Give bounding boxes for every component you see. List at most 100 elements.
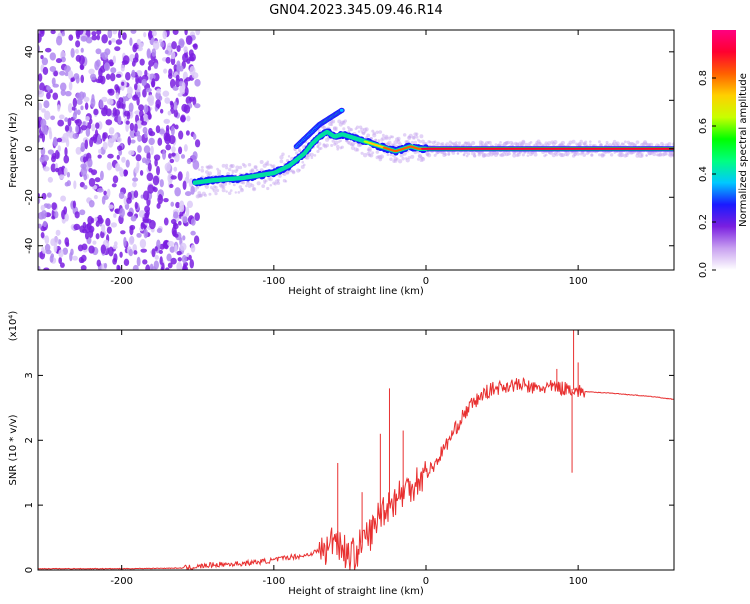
- noise-point: [167, 240, 174, 247]
- noise-point: [131, 69, 136, 78]
- ridge-halo-point: [379, 154, 385, 159]
- ridge-halo-point: [351, 143, 355, 147]
- noise-point: [114, 46, 121, 52]
- noise-point: [106, 161, 112, 171]
- ridge-halo-point: [582, 153, 587, 157]
- noise-point: [156, 203, 161, 209]
- spectrogram-y-tick-label: 20: [24, 94, 35, 107]
- noise-point: [120, 230, 126, 235]
- noise-point: [56, 137, 63, 143]
- ridge-halo-point: [579, 139, 583, 144]
- ridge-halo-point: [216, 172, 222, 177]
- noise-point: [64, 65, 71, 73]
- noise-point: [147, 94, 155, 104]
- ridge-halo-point: [278, 174, 282, 178]
- noise-point: [63, 206, 68, 215]
- noise-point: [88, 177, 96, 187]
- noise-point: [119, 251, 123, 258]
- noise-point: [170, 51, 176, 60]
- noise-point: [169, 158, 175, 164]
- noise-point: [145, 87, 152, 93]
- noise-point: [51, 77, 56, 86]
- noise-point: [46, 91, 51, 100]
- ridge-halo-point: [410, 140, 415, 145]
- ridge-halo-point: [448, 144, 452, 147]
- noise-point: [59, 82, 67, 91]
- ridge-halo-point: [316, 149, 320, 153]
- noise-point: [57, 104, 61, 112]
- noise-point: [148, 60, 154, 67]
- noise-point: [139, 238, 147, 249]
- noise-point: [121, 156, 126, 163]
- ridge-halo-point: [269, 183, 273, 187]
- noise-point: [118, 97, 124, 104]
- ridge-halo-point: [494, 143, 498, 147]
- noise-point: [91, 123, 96, 132]
- ridge-halo-point: [266, 162, 270, 166]
- snr-x-label: Height of straight line (km): [288, 586, 424, 597]
- noise-point: [170, 257, 177, 265]
- noise-point: [139, 42, 144, 48]
- noise-point: [105, 73, 111, 80]
- noise-point: [185, 96, 192, 105]
- ridge-halo-point: [623, 140, 627, 144]
- ridge-halo-point: [473, 154, 477, 158]
- noise-point: [49, 52, 56, 61]
- noise-point: [40, 55, 44, 60]
- noise-point: [47, 176, 54, 183]
- snr-series-line: [38, 377, 674, 570]
- noise-point: [168, 68, 173, 76]
- spectrogram-y-tick-label: 0: [24, 146, 35, 152]
- noise-point: [95, 48, 102, 55]
- ridge-halo-point: [196, 186, 200, 190]
- ridge-halo-point: [198, 193, 203, 198]
- colorbar-tick-label: 0.2: [698, 214, 709, 230]
- noise-point: [91, 93, 95, 103]
- ridge-halo-point: [264, 179, 268, 183]
- noise-point: [125, 122, 129, 132]
- noise-point: [132, 181, 137, 188]
- noise-point: [119, 208, 125, 218]
- noise-point: [46, 203, 52, 210]
- ridge-halo-point: [203, 193, 207, 197]
- noise-point: [132, 243, 137, 253]
- noise-point: [108, 61, 114, 66]
- ridge-halo-point: [228, 182, 231, 185]
- noise-point: [85, 116, 90, 122]
- noise-point: [115, 92, 119, 100]
- ridge-halo-point: [471, 141, 476, 146]
- noise-point: [114, 208, 119, 213]
- noise-point: [147, 184, 155, 194]
- ridge-halo-point: [597, 153, 601, 157]
- noise-point: [181, 265, 189, 270]
- noise-point: [172, 30, 179, 36]
- ridge-halo-point: [355, 125, 360, 129]
- noise-point: [117, 145, 123, 151]
- ridge-halo-point: [458, 143, 461, 147]
- ridge-halo-point: [228, 167, 232, 172]
- noise-point: [82, 156, 87, 163]
- ridge-halo-point: [357, 130, 361, 133]
- noise-point: [76, 92, 82, 100]
- noise-point: [117, 265, 121, 270]
- noise-point: [110, 38, 116, 43]
- noise-point: [145, 264, 151, 270]
- noise-point: [70, 47, 75, 58]
- ridge-halo-point: [567, 151, 571, 155]
- ridge-halo-point: [378, 130, 383, 134]
- ridge-halo-point: [284, 180, 288, 183]
- noise-point: [167, 110, 172, 116]
- noise-point: [50, 115, 56, 121]
- noise-point: [123, 169, 129, 176]
- noise-point: [63, 154, 70, 164]
- noise-point: [40, 204, 45, 211]
- ridge-halo-point: [415, 132, 419, 136]
- noise-point: [115, 162, 121, 172]
- colorbar: 0.0 0.2 0.4 0.6 0.8 Normalized spectral ampl…: [698, 30, 749, 278]
- noise-point: [64, 213, 69, 222]
- noise-point: [171, 226, 177, 237]
- noise-point: [101, 107, 108, 117]
- noise-point: [38, 73, 43, 82]
- noise-point: [95, 59, 101, 68]
- ridge-halo-point: [401, 157, 405, 161]
